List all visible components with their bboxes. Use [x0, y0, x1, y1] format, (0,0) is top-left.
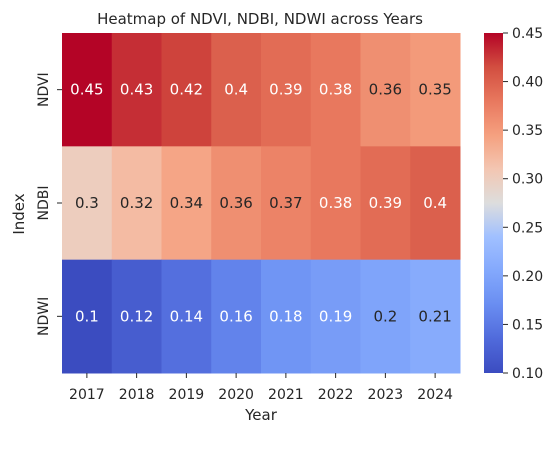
cell-value-label: 0.34 [170, 194, 203, 212]
cell-value-label: 0.1 [75, 307, 99, 325]
heatmap-cell [310, 146, 361, 261]
cell-value-label: 0.32 [120, 194, 153, 212]
heatmap-cell [62, 259, 113, 374]
cell-value-label: 0.37 [269, 194, 302, 212]
x-tick-labels: 2017 2018 2019 2020 2021 2022 2023 2024 [69, 373, 453, 403]
cell-value-label: 0.21 [418, 307, 451, 325]
heatmap-cell [161, 259, 212, 374]
heatmap-cell [360, 146, 411, 261]
cell-value-label: 0.36 [219, 194, 252, 212]
heatmap-cell [62, 146, 113, 261]
heatmap-cell [360, 33, 411, 147]
cell-value-label: 0.35 [418, 81, 451, 99]
x-tick-label: 2022 [318, 387, 354, 403]
heatmap-cell [310, 33, 361, 147]
colorbar-tick-label: 0.30 [512, 172, 543, 188]
heatmap-cell [161, 146, 212, 261]
colorbar-tick-label: 0.10 [512, 366, 543, 382]
cell-value-label: 0.4 [423, 194, 447, 212]
x-tick-label: 2021 [268, 387, 304, 403]
heatmap-cell [211, 33, 262, 147]
colorbar-tick-label: 0.35 [512, 123, 543, 139]
x-tick-label: 2024 [417, 387, 453, 403]
heatmap-cell [261, 33, 312, 147]
x-axis-label: Year [244, 406, 278, 424]
heatmap-cell [410, 146, 461, 261]
y-axis-label: Index [10, 193, 28, 234]
chart-title: Heatmap of NDVI, NDBI, NDWI across Years [97, 10, 423, 28]
heatmap-cells: 0.45 0.43 0.42 0.4 0.39 0.38 0.36 0.35 0.3 0.32 0.… [62, 33, 461, 374]
colorbar [484, 33, 503, 373]
cell-value-label: 0.4 [224, 81, 248, 99]
heatmap-cell [111, 33, 162, 147]
cell-value-label: 0.19 [319, 307, 352, 325]
colorbar-tick-label: 0.45 [512, 26, 543, 42]
x-tick-label: 2023 [368, 387, 404, 403]
y-tick-label: NDWI [36, 297, 52, 336]
cell-value-label: 0.16 [219, 307, 252, 325]
cell-value-label: 0.14 [170, 307, 203, 325]
heatmap-cell [62, 33, 113, 147]
x-tick-label: 2017 [69, 387, 105, 403]
cell-value-label: 0.39 [369, 194, 402, 212]
cell-value-label: 0.39 [269, 81, 302, 99]
colorbar-ticks: 0.10 0.15 0.20 0.25 0.30 0.35 0.40 0.45 [503, 26, 543, 382]
heatmap-cell [360, 259, 411, 374]
cell-value-label: 0.36 [369, 81, 402, 99]
x-tick-label: 2019 [169, 387, 205, 403]
heatmap-cell [161, 33, 212, 147]
y-tick-labels: NDVI NDBI NDWI [36, 72, 62, 336]
colorbar-tick-label: 0.25 [512, 220, 543, 236]
cell-value-label: 0.43 [120, 81, 153, 99]
cell-value-label: 0.38 [319, 81, 352, 99]
cell-value-label: 0.45 [70, 81, 103, 99]
cell-value-label: 0.42 [170, 81, 203, 99]
cell-value-label: 0.18 [269, 307, 302, 325]
cell-value-label: 0.38 [319, 194, 352, 212]
heatmap-cell [211, 259, 262, 374]
heatmap-cell [410, 259, 461, 374]
heatmap-cell [211, 146, 262, 261]
heatmap-cell [261, 146, 312, 261]
x-tick-label: 2020 [218, 387, 254, 403]
x-tick-label: 2018 [119, 387, 155, 403]
cell-value-label: 0.2 [373, 307, 397, 325]
heatmap-cell [111, 146, 162, 261]
colorbar-tick-label: 0.20 [512, 269, 543, 285]
y-tick-label: NDBI [36, 186, 52, 221]
heatmap-cell [261, 259, 312, 374]
cell-value-label: 0.12 [120, 307, 153, 325]
heatmap-cell [310, 259, 361, 374]
colorbar-tick-label: 0.40 [512, 75, 543, 91]
cell-value-label: 0.3 [75, 194, 99, 212]
heatmap-cell [111, 259, 162, 374]
colorbar-tick-label: 0.15 [512, 317, 543, 333]
y-tick-label: NDVI [36, 72, 52, 107]
heatmap-cell [410, 33, 461, 147]
